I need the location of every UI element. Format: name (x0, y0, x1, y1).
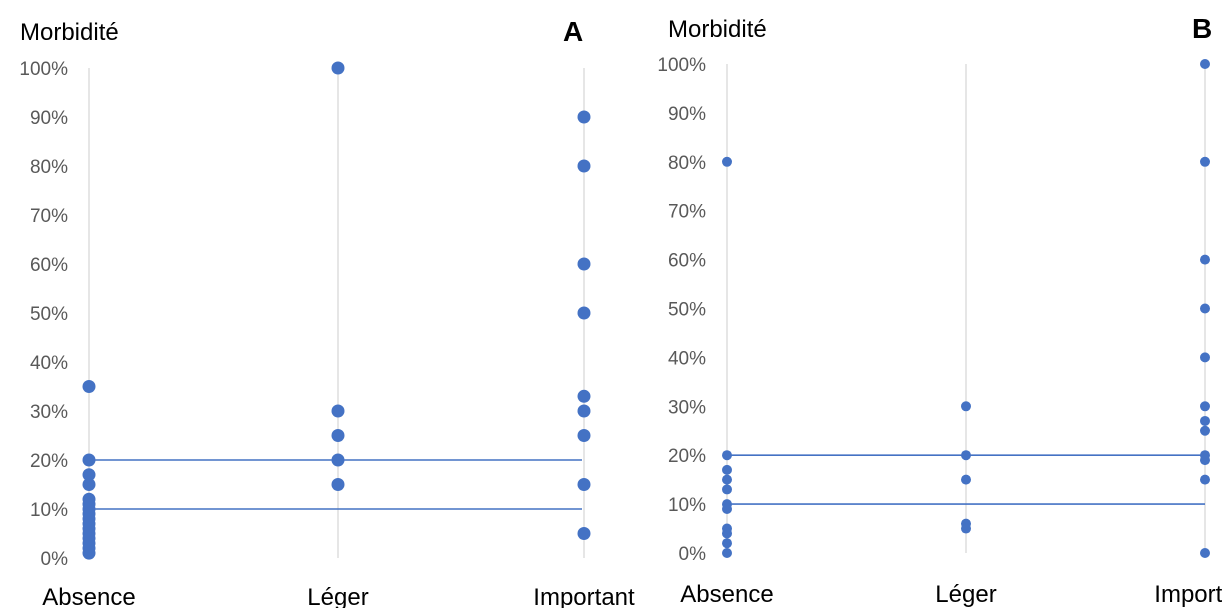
panel-b-data-point (722, 484, 732, 495)
panel-b-y-tick-label: 100% (657, 55, 706, 76)
panel-a-data-point (331, 61, 345, 75)
panel-b-data-point (722, 450, 732, 461)
panel-b-y-tick-label: 50% (668, 300, 706, 321)
panel-a-data-point (331, 478, 345, 491)
panel-a-data-point (577, 257, 591, 271)
panel-a-data-point (577, 306, 591, 320)
panel-b-y-tick-label: 0% (679, 544, 707, 565)
panel-b-y-tick-label: 80% (668, 153, 706, 174)
panel-a-y-tick-label: 10% (30, 500, 68, 521)
panel-a-data-point (82, 380, 96, 393)
panel-b-data-point (1200, 352, 1210, 363)
panel-a-y-tick-label: 60% (30, 255, 68, 276)
panel-a-x-tick-label: Important (533, 584, 635, 608)
panel-a-y-tick-label: 30% (30, 402, 68, 423)
panel-b-y-tick-label: 30% (668, 397, 706, 418)
panel-b-y-tick-label: 90% (668, 104, 706, 125)
panel-a-y-tick-label: 80% (30, 157, 68, 178)
panel-a-data-point (577, 429, 591, 442)
panel-b-data-point (1200, 254, 1210, 265)
panel-b-data-point (1200, 303, 1210, 314)
panel-a-data-point (82, 546, 96, 560)
panel-b-y-tick-label: 20% (668, 446, 706, 467)
panel-a-y-axis-label: Morbidité (20, 19, 119, 46)
panel-b-y-tick-label: 70% (668, 202, 706, 223)
panel-a-data-point (577, 389, 591, 403)
panel-a-data-point (577, 404, 591, 418)
panel-b-data-point (722, 548, 732, 558)
panel-b-data-point (1200, 415, 1210, 426)
panel-b-y-axis-label: Morbidité (668, 16, 767, 43)
panel-b-data-point (1200, 548, 1210, 558)
panel-b-data-point (722, 464, 732, 475)
panel-a-x-tick-label: Absence (42, 584, 135, 608)
panel-a-data-point (577, 159, 591, 173)
panel-b-x-tick-label: Léger (935, 581, 996, 608)
panel-a-data-point (82, 478, 96, 491)
panel-b-data-point (722, 538, 732, 549)
panel-a-y-tick-label: 100% (19, 59, 68, 80)
panel-a-data-point (82, 453, 96, 467)
panel-a-data-point (331, 429, 345, 442)
panel-a-y-tick-label: 0% (41, 549, 69, 570)
panel-b-x-tick-label: Important (1154, 581, 1222, 608)
panel-b-data-point (722, 528, 732, 539)
panel-a-data-point (577, 527, 591, 540)
panel-b-data-point (961, 523, 971, 534)
panel-b-data-point (961, 450, 971, 461)
panel-b-label: B (1192, 13, 1212, 44)
panel-b-data-point (1200, 455, 1210, 466)
panel-b-data-point (1200, 59, 1210, 69)
panel-b-data-point (722, 474, 732, 485)
panel-b-y-tick-label: 60% (668, 251, 706, 272)
panel-b-y-tick-label: 40% (668, 348, 706, 369)
panel-a-data-point (331, 404, 345, 418)
panel-a-data-point (577, 110, 591, 124)
panel-a-data-point (331, 453, 345, 467)
panel-b-data-point (961, 474, 971, 485)
panel-a-y-tick-label: 20% (30, 451, 68, 472)
panel-a-label: A (563, 16, 583, 47)
panel-a-data-point (577, 478, 591, 491)
panel-a-y-tick-label: 90% (30, 108, 68, 129)
panel-b-data-point (1200, 425, 1210, 436)
panel-b-data-point (722, 503, 732, 514)
panel-b-y-tick-label: 10% (668, 495, 706, 516)
panel-b-data-point (1200, 401, 1210, 412)
panel-b-data-point (1200, 156, 1210, 167)
panel-a-y-tick-label: 70% (30, 206, 68, 227)
panel-a-y-tick-label: 40% (30, 353, 68, 374)
panel-a-data-point (82, 468, 96, 482)
panel-a-x-tick-label: Léger (307, 584, 368, 608)
panel-b-data-point (1200, 474, 1210, 485)
panel-a-y-tick-label: 50% (30, 304, 68, 325)
panel-b-x-tick-label: Absence (680, 581, 773, 608)
panel-b-data-point (722, 156, 732, 167)
panel-b-data-point (961, 401, 971, 412)
